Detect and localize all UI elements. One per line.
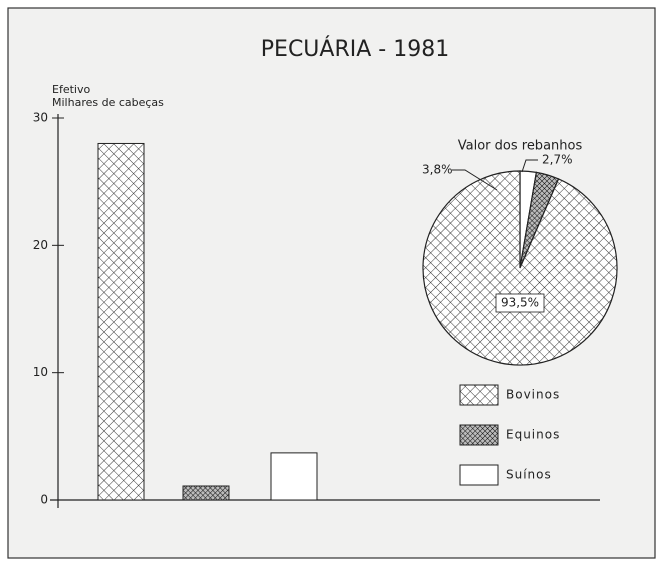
pie-value-label: 3,8% [422, 163, 453, 177]
y-tick-label: 20 [33, 238, 48, 252]
y-axis-sublabel: Milhares de cabeças [52, 96, 164, 109]
legend-swatch [459, 384, 499, 406]
bar [270, 452, 318, 501]
y-axis-label: Efetivo [52, 83, 90, 96]
legend-swatch [459, 424, 499, 446]
legend-label: Bovinos [506, 388, 560, 402]
bar [182, 485, 230, 501]
y-tick-label: 30 [33, 111, 48, 125]
pie-title: Valor dos rebanhos [458, 139, 583, 154]
leader-line [452, 169, 498, 191]
chart-title: PECUÁRIA - 1981 [261, 36, 449, 62]
label-box [495, 293, 545, 313]
y-tick-label: 0 [40, 493, 48, 507]
bar [97, 142, 145, 501]
legend-label: Equinos [506, 428, 560, 442]
legend-swatch [459, 464, 499, 486]
pie-value-label: 93,5% [501, 296, 539, 310]
leader-line [521, 159, 538, 173]
pie-value-label: 2,7% [542, 153, 573, 167]
y-tick-label: 10 [33, 365, 48, 379]
pie-slice [422, 170, 618, 366]
legend-label: Suínos [506, 468, 552, 482]
